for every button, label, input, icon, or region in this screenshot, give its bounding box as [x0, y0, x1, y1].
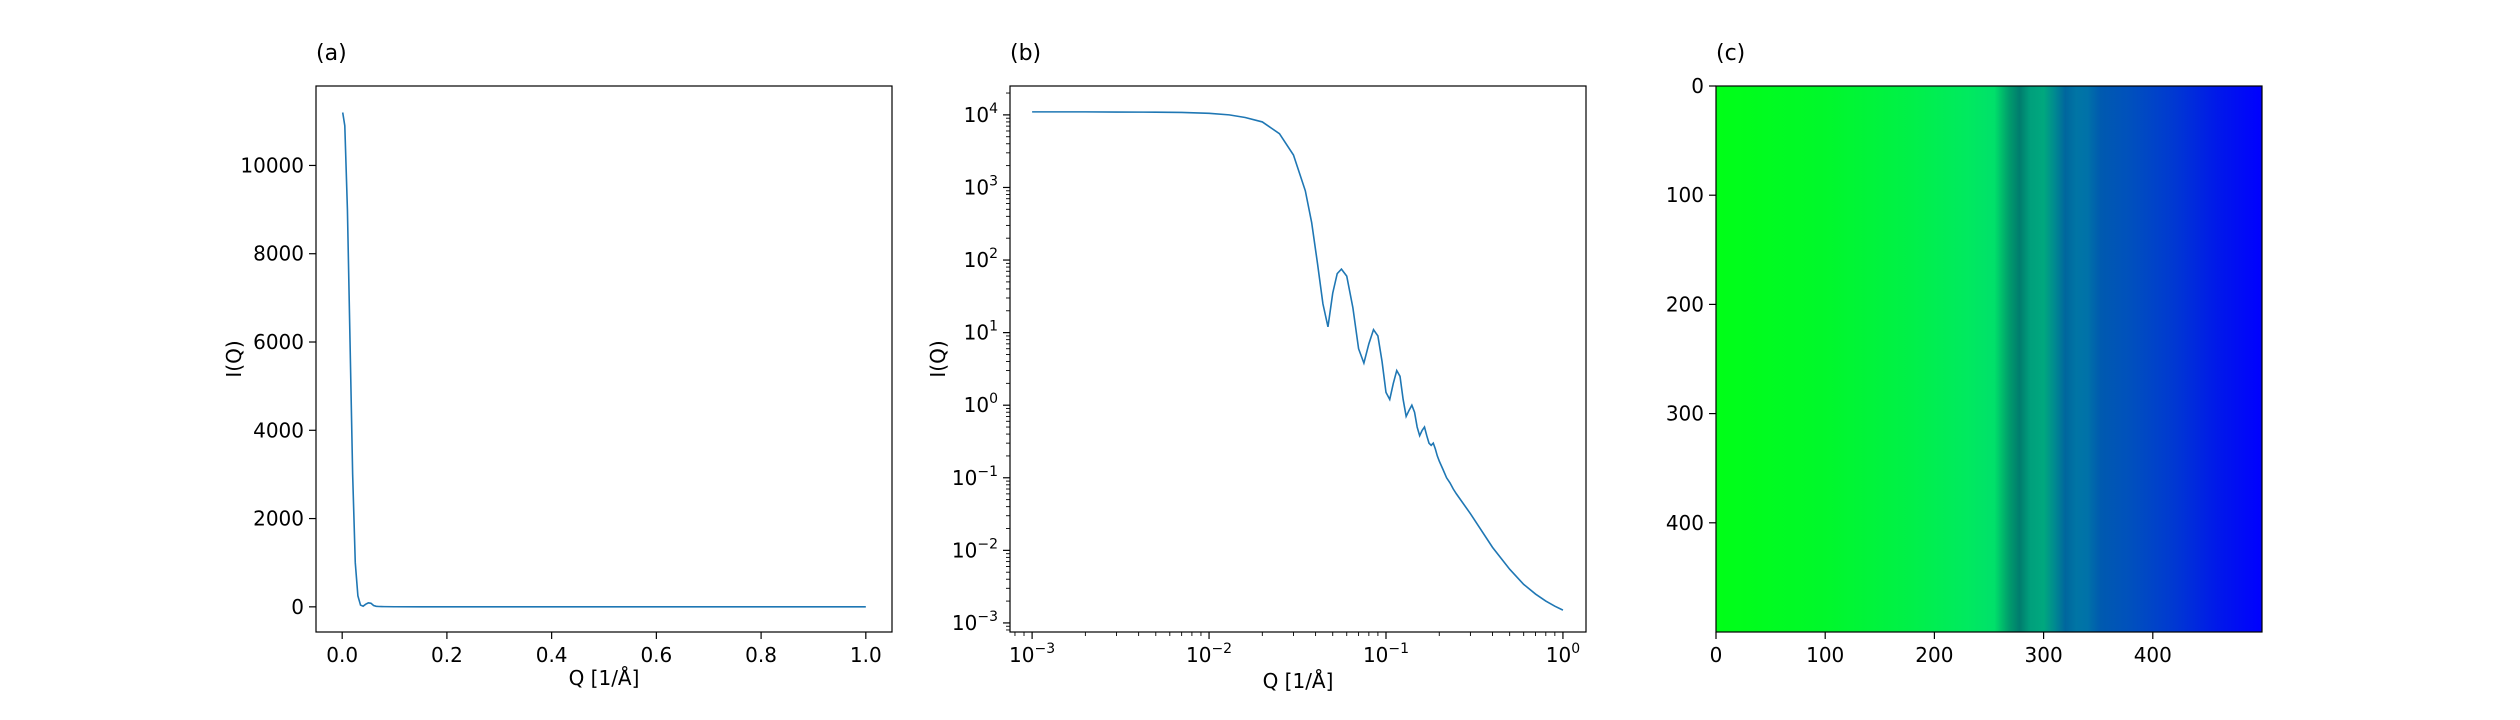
x-tick-label: 10−3: [1009, 641, 1055, 667]
y-tick-label: 0: [291, 595, 304, 619]
panel-c-title: (c): [1716, 41, 1745, 66]
y-tick-label: 100: [964, 391, 998, 417]
y-tick-label: 200: [1666, 292, 1704, 316]
y-tick-label: 0: [1691, 74, 1704, 98]
panel-b-y-label: I(Q): [926, 340, 950, 377]
x-tick-label: 10−2: [1186, 641, 1232, 667]
y-tick-label: 400: [1666, 511, 1704, 535]
panel-a-y-ticks: 0 2000 4000 6000 8000 10000: [240, 153, 316, 619]
panel-a-frame: [315, 85, 893, 633]
panel-a-y-label: I(Q): [222, 340, 246, 377]
x-tick-label: 0.4: [536, 643, 568, 667]
panel-c-frame: [1715, 85, 2263, 633]
panel-b: (b) 10−3 10−2 10−1 100 10−310−210−110010110…: [926, 41, 1587, 693]
panel-c-heatmap-image: [1716, 86, 2262, 632]
y-tick-label: 104: [964, 101, 998, 127]
panel-a-x-label: Q [1/Å]: [569, 666, 640, 690]
y-tick-label: 10−3: [952, 609, 998, 635]
y-tick-label: 2000: [253, 507, 304, 531]
panel-c-y-ticks: 0 100 200 300 400: [1666, 74, 1716, 535]
y-tick-label: 102: [964, 246, 998, 272]
y-tick-label: 6000: [253, 330, 304, 354]
x-tick-label: 10−1: [1363, 641, 1409, 667]
y-tick-label: 10−2: [952, 536, 998, 562]
panel-b-y-ticks: 10−3 10−2 10−1 100 101 102 103 104: [952, 92, 1010, 635]
y-tick-label: 101: [964, 319, 998, 345]
x-tick-label: 200: [1915, 643, 1953, 667]
panel-c-x-ticks: 0 100 200 300 400: [1710, 632, 2172, 667]
y-tick-label: 100: [1666, 183, 1704, 207]
y-tick-label: 4000: [253, 418, 304, 442]
panel-b-x-label: Q [1/Å]: [1263, 669, 1334, 693]
panel-a-title: (a): [316, 41, 347, 66]
x-tick-label: 0: [1710, 643, 1723, 667]
x-tick-label: 0.8: [745, 643, 777, 667]
panel-a-series-line: [341, 112, 866, 608]
y-tick-label: 103: [964, 173, 998, 199]
x-tick-label: 0.2: [431, 643, 463, 667]
panel-a-x-ticks: 0.0 0.2 0.4 0.6 0.8 1.0: [326, 632, 882, 667]
x-tick-label: 0.0: [326, 643, 358, 667]
x-tick-label: 0.6: [640, 643, 672, 667]
x-tick-label: 300: [2025, 643, 2063, 667]
y-tick-label: 10000: [240, 153, 304, 177]
panel-b-title: (b): [1010, 41, 1041, 66]
y-tick-label: 8000: [253, 242, 304, 266]
panel-b-series-line: [1032, 111, 1564, 611]
x-tick-label: 400: [2134, 643, 2172, 667]
panel-b-frame: [1009, 85, 1587, 633]
x-tick-label: 1.0: [850, 643, 882, 667]
panel-b-x-ticks: 10−3 10−2 10−1 100: [1009, 632, 1580, 667]
panel-c: (c) 0 100 200 300 400 0 100 200 300 400: [1666, 41, 2263, 667]
y-tick-label: 10−1: [952, 464, 998, 490]
x-tick-label: 100: [1806, 643, 1844, 667]
y-tick-label: 300: [1666, 402, 1704, 426]
x-tick-label: 100: [1546, 641, 1580, 667]
panel-a: (a) 0.0 0.2 0.4 0.6 0.8 1.0 0 2000 4000 6000 8000…: [222, 41, 893, 690]
